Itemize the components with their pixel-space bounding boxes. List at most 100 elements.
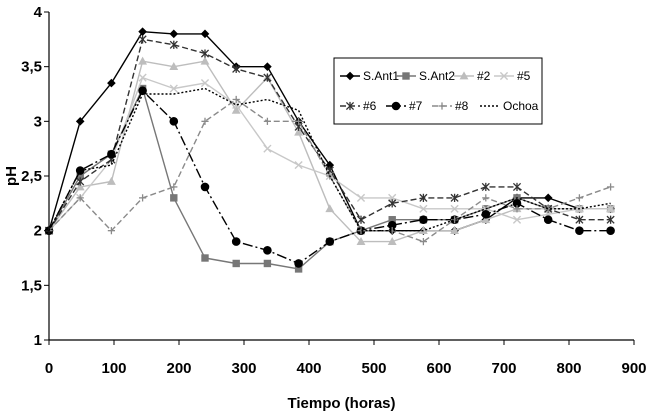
data-point: [201, 254, 209, 262]
x-tick-label: 200: [166, 360, 191, 377]
x-tick-label: 400: [296, 360, 321, 377]
data-point: [106, 176, 116, 185]
data-point: [512, 215, 522, 224]
data-point: [387, 236, 397, 245]
data-point: [543, 215, 553, 225]
data-point: [419, 215, 428, 225]
y-tick-label: 3: [34, 113, 42, 130]
data-point: [138, 27, 147, 36]
data-point: [356, 193, 366, 202]
legend-label: #2: [477, 69, 491, 83]
data-point: [263, 62, 272, 71]
data-point: [575, 226, 584, 235]
data-point: [138, 73, 147, 82]
x-tick-label: 900: [621, 360, 646, 377]
data-point: [200, 78, 210, 88]
data-point: [231, 237, 241, 246]
data-point: [575, 215, 584, 224]
data-point: [345, 101, 355, 111]
legend-item: #6: [340, 99, 377, 113]
data-point: [169, 84, 178, 93]
data-point: [294, 160, 303, 170]
legend-item: S.Ant1: [340, 69, 399, 83]
data-point: [294, 259, 303, 268]
data-point: [200, 182, 210, 192]
data-point: [295, 117, 303, 125]
data-point: [263, 73, 272, 82]
y-tick-label: 4: [34, 4, 43, 21]
data-point: [391, 101, 401, 111]
data-point: [232, 95, 240, 104]
series-6: [44, 35, 615, 235]
data-point: [169, 62, 179, 71]
data-point: [606, 215, 615, 224]
legend-label: #5: [517, 69, 531, 83]
data-point: [169, 40, 178, 49]
data-point: [438, 102, 446, 110]
x-tick-label: 0: [45, 360, 53, 377]
data-point: [325, 237, 335, 246]
data-point: [481, 182, 490, 192]
data-point: [200, 49, 210, 58]
data-point: [450, 204, 459, 213]
x-tick-labels: 0 100 200 300 400 500 600 700 800 900: [45, 340, 647, 377]
x-tick-label: 300: [231, 360, 256, 377]
data-point: [169, 29, 179, 39]
data-point: [513, 205, 521, 213]
data-point: [451, 216, 459, 224]
legend-item: #7: [386, 99, 423, 113]
y-tick-label: 2: [34, 223, 42, 240]
data-point: [76, 177, 85, 186]
legend-item: S.Ant2: [396, 69, 455, 83]
data-point: [575, 194, 583, 202]
data-point: [606, 204, 615, 213]
data-point: [138, 56, 148, 65]
data-point: [232, 64, 241, 73]
data-point: [481, 215, 491, 224]
data-point: [75, 117, 85, 126]
x-tick-label: 700: [491, 360, 516, 377]
data-point: [499, 71, 509, 81]
data-point: [543, 193, 553, 203]
data-point: [459, 71, 469, 80]
data-point: [76, 194, 84, 202]
data-point: [356, 236, 366, 245]
legend: S.Ant1 S.Ant2 #2 #5 #6 #7 #8 Ochoa: [333, 57, 543, 125]
data-point: [139, 194, 147, 202]
legend-label: #7: [409, 99, 423, 113]
data-point: [138, 35, 147, 44]
data-point: [201, 117, 209, 125]
data-point: [607, 183, 615, 191]
y-axis-title: pH: [3, 166, 20, 186]
data-point: [263, 246, 272, 255]
data-point: [512, 182, 522, 192]
data-point: [419, 238, 427, 246]
data-point: [107, 78, 116, 88]
data-point: [294, 127, 304, 136]
data-point: [388, 199, 397, 208]
data-point: [450, 226, 460, 235]
legend-label: S.Ant1: [363, 69, 399, 83]
data-point: [481, 209, 491, 219]
series-line: [48, 87, 611, 232]
data-point: [450, 193, 459, 202]
series-layer: [44, 27, 616, 273]
data-point: [263, 144, 272, 153]
data-point: [107, 149, 116, 159]
y-tick-label: 3,5: [21, 59, 42, 76]
series-7: [44, 86, 615, 268]
data-point: [419, 204, 428, 213]
x-tick-label: 600: [426, 360, 451, 377]
legend-label: #8: [455, 99, 469, 113]
data-point: [75, 182, 85, 191]
data-point: [606, 226, 615, 235]
data-point: [75, 166, 85, 175]
legend-label: #6: [363, 99, 377, 113]
legend-item: Ochoa: [480, 99, 539, 113]
data-point: [231, 105, 241, 114]
data-point: [232, 100, 241, 110]
data-point: [356, 215, 366, 224]
legend-item: #8: [432, 99, 469, 113]
data-point: [345, 71, 355, 81]
